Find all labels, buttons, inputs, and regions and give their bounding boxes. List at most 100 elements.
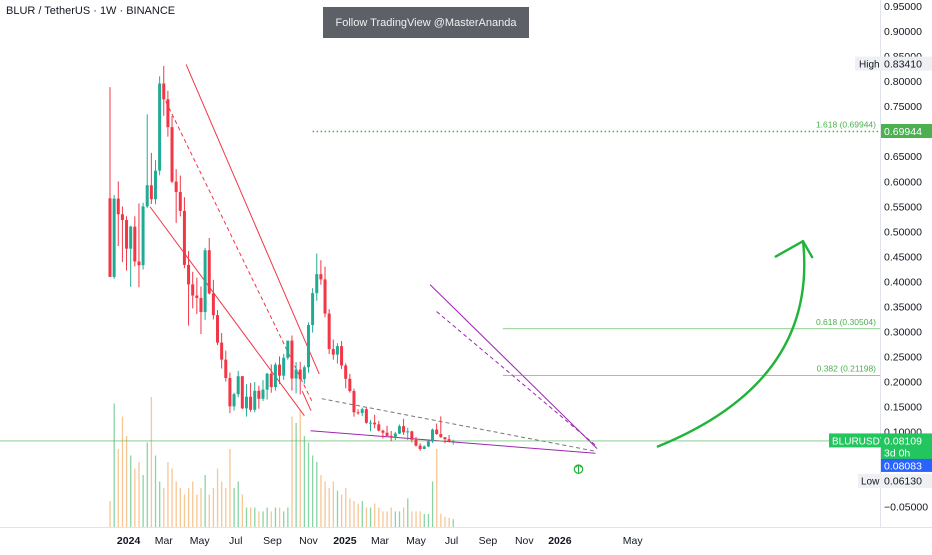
volume-bar bbox=[175, 481, 177, 527]
candle bbox=[228, 377, 232, 407]
candle bbox=[435, 429, 439, 435]
y-tick-label: −0.05000 bbox=[884, 502, 928, 514]
fib-level-label: 1.618 (0.69944) bbox=[816, 120, 876, 130]
candle bbox=[414, 439, 418, 446]
candle bbox=[120, 214, 124, 221]
volume-bar bbox=[159, 481, 161, 527]
y-tick-label: 0.20000 bbox=[884, 376, 922, 388]
current-price-tag-bg bbox=[881, 458, 932, 472]
x-tick-label: Sep bbox=[263, 535, 282, 547]
candle bbox=[422, 446, 426, 450]
candle bbox=[302, 367, 306, 380]
volume-bar bbox=[125, 436, 128, 527]
candle bbox=[112, 198, 116, 277]
candle bbox=[406, 431, 410, 433]
countdown-tag: 3d 0h bbox=[884, 447, 910, 459]
candle bbox=[174, 181, 178, 192]
candle bbox=[323, 279, 327, 314]
volume-bar bbox=[183, 494, 186, 527]
candle bbox=[125, 220, 129, 249]
volume-bar bbox=[134, 468, 136, 527]
volume-bar bbox=[382, 511, 384, 527]
follow-banner[interactable]: Follow TradingView @MasterAnanda bbox=[323, 7, 529, 38]
volume-bar bbox=[146, 442, 148, 527]
volume-bar bbox=[212, 488, 215, 527]
fib-axis-tag: 0.69944 bbox=[884, 126, 922, 138]
symbol-tag: BLURUSDT bbox=[832, 436, 886, 447]
candle bbox=[153, 170, 157, 200]
volume-bar bbox=[386, 511, 388, 527]
event-marker-arrow-icon bbox=[575, 464, 582, 473]
candle bbox=[364, 409, 368, 423]
candle bbox=[240, 376, 244, 409]
candle bbox=[244, 396, 248, 409]
candle bbox=[410, 431, 414, 440]
x-tick-label: Mar bbox=[155, 535, 174, 547]
wedge-lower-line bbox=[149, 206, 305, 416]
volume-bar bbox=[208, 494, 210, 527]
candle bbox=[253, 390, 257, 410]
candle bbox=[149, 185, 153, 200]
candle bbox=[182, 210, 186, 265]
candle bbox=[298, 369, 302, 380]
candle bbox=[431, 429, 435, 442]
volume-bar bbox=[237, 481, 239, 527]
candle bbox=[447, 439, 451, 442]
volume-bar bbox=[287, 507, 289, 527]
candle bbox=[178, 191, 182, 211]
volume-bar bbox=[229, 449, 231, 527]
candle bbox=[236, 376, 240, 395]
candle bbox=[141, 206, 145, 266]
high-value-bg bbox=[881, 56, 932, 71]
candle bbox=[439, 434, 443, 438]
volume-bar bbox=[299, 410, 301, 527]
volume-bar bbox=[394, 511, 397, 527]
volume-bar bbox=[440, 514, 442, 527]
high-value: 0.83410 bbox=[884, 59, 922, 71]
volume-bar bbox=[390, 507, 392, 527]
volume-bar bbox=[278, 507, 281, 527]
low-tag-bg bbox=[858, 473, 882, 488]
volume-bar bbox=[374, 503, 376, 527]
candle bbox=[273, 364, 277, 388]
candle bbox=[211, 293, 215, 316]
x-tick-label: May bbox=[623, 535, 644, 547]
x-tick-label: Nov bbox=[515, 535, 534, 547]
low-value: 0.06130 bbox=[884, 475, 922, 487]
volume-bar bbox=[436, 449, 438, 527]
y-tick-label: 0.15000 bbox=[884, 401, 922, 413]
volume-bar bbox=[109, 501, 111, 527]
volume-bar bbox=[423, 514, 425, 527]
volume-bar bbox=[241, 494, 244, 527]
candle bbox=[311, 293, 315, 326]
y-tick-label: 0.30000 bbox=[884, 326, 922, 338]
candle bbox=[137, 261, 141, 266]
candle bbox=[261, 389, 265, 399]
fib-axis-tag-bg bbox=[881, 124, 932, 139]
candle bbox=[315, 274, 319, 294]
y-tick-label: 0.75000 bbox=[884, 101, 922, 113]
volume-bar bbox=[283, 511, 285, 527]
high-tag-label: High bbox=[859, 60, 880, 71]
volume-bar bbox=[427, 514, 430, 527]
volume-bar bbox=[303, 436, 306, 527]
volume-bar bbox=[270, 511, 272, 527]
candle bbox=[294, 369, 298, 379]
x-tick-label: 2026 bbox=[548, 535, 572, 547]
candle bbox=[282, 357, 286, 376]
candle bbox=[187, 264, 191, 285]
candle bbox=[352, 391, 356, 413]
volume-bar bbox=[154, 455, 157, 527]
volume-bar bbox=[419, 511, 421, 527]
y-tick-label: 0.65000 bbox=[884, 151, 922, 163]
x-tick-label: May bbox=[190, 535, 211, 547]
y-tick-label: 0.25000 bbox=[884, 351, 922, 363]
x-tick-label: May bbox=[406, 535, 427, 547]
last-price-tag-bg bbox=[881, 433, 932, 460]
candle bbox=[216, 315, 220, 343]
candle bbox=[373, 422, 377, 425]
x-tick-label: Nov bbox=[299, 535, 318, 547]
volume-bar bbox=[349, 498, 351, 527]
